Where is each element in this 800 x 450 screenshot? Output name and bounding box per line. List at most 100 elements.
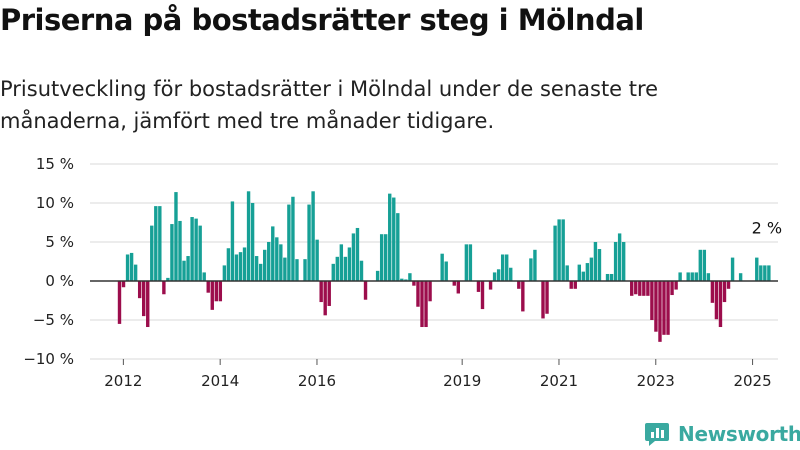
x-tick-label: 2025 [733,372,771,390]
bar [605,273,610,281]
chart-title: Priserna på bostadsrätter steg i Mölndal [0,3,644,37]
bar [182,260,186,281]
bar [359,260,364,281]
y-tick-label: 15 % [36,155,74,173]
bar [129,252,134,281]
bar [440,253,444,281]
bar [363,281,368,300]
bar [263,249,267,281]
bar [178,220,182,281]
bar [480,281,485,310]
bar [718,281,723,328]
bar [617,233,622,281]
bar [202,272,206,281]
bar [492,272,497,281]
chart-subtitle: Prisutveckling för bostadsrätter i Mölnd… [0,77,659,133]
bar [565,265,569,281]
bar [690,272,694,281]
bar [319,281,323,303]
bar [162,281,166,295]
bar [303,259,307,281]
bar [646,281,650,296]
bar [375,270,380,281]
bar [291,196,295,281]
bar [222,265,227,281]
bar [198,225,202,281]
bar [246,191,251,281]
bar [658,281,662,342]
bar [589,257,594,281]
bar [464,244,469,281]
bar [275,237,279,281]
bar [166,277,170,281]
bar [613,242,618,281]
bar [355,227,360,281]
bar [388,193,392,281]
bar [404,279,408,281]
bar [190,217,194,281]
bar [416,281,420,307]
bar [694,272,698,281]
bar [287,204,291,281]
brand-name: Newsworthy [678,422,800,446]
bar [194,218,198,281]
bar [214,281,218,302]
bar [424,281,428,328]
x-tick-label: 2016 [298,372,336,390]
bar [331,263,335,281]
x-tick-label: 2012 [104,372,142,390]
bar [154,206,158,281]
bar [759,265,763,281]
bar [593,242,598,281]
bar [488,281,493,290]
bar [456,281,460,294]
bar [726,281,731,289]
bar [581,271,586,281]
bar [238,252,243,281]
y-tick-label: 0 % [45,272,74,290]
x-tick-label: 2023 [637,372,675,390]
bar [755,257,759,281]
bar [763,265,767,281]
bar [234,254,239,281]
bar [541,281,545,319]
bar [662,281,666,335]
bar [323,281,327,316]
bar [517,281,521,289]
bar [158,206,162,281]
bar [706,273,711,281]
y-tick-label: −5 % [33,311,74,329]
bar [496,269,501,281]
bar [335,256,339,281]
bar [642,281,646,296]
bar [533,249,537,281]
bar [686,272,690,281]
bar [638,281,642,296]
bar [174,192,178,281]
bar [609,273,614,281]
bar [347,247,352,281]
bar-layer [117,191,771,342]
bar [226,248,231,281]
bar [218,281,223,302]
bar [505,254,509,281]
bar [327,281,331,306]
y-tick-label: −10 % [23,350,74,368]
bar [339,244,344,281]
newsworthy-logo-icon [645,423,669,446]
bar [250,203,255,281]
bar [577,264,581,281]
bar [117,281,122,324]
bar [678,272,682,281]
bar [295,259,299,281]
bar [283,257,287,281]
bar [379,234,384,281]
bar [573,281,577,289]
bar [569,281,573,289]
bar [722,281,727,303]
bar [133,264,138,281]
bar [767,265,771,281]
bar [654,281,658,332]
bar [476,281,481,292]
bar [343,256,348,281]
